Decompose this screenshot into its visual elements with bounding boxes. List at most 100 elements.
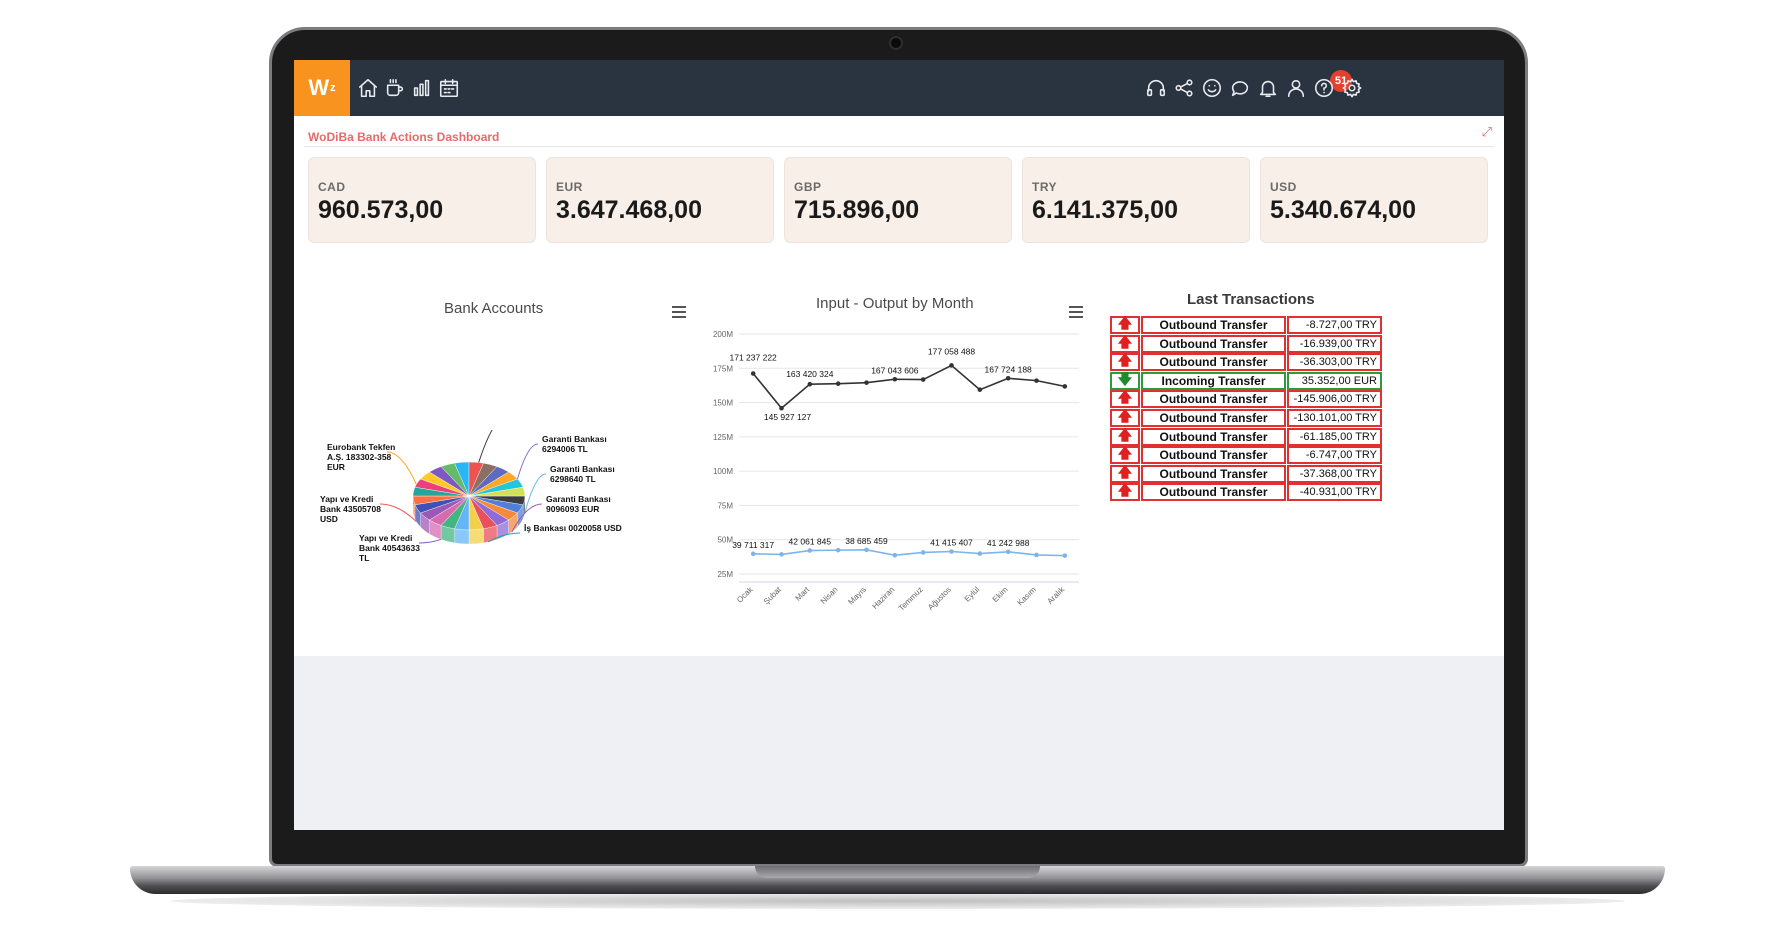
x-tick-label: Şubat <box>762 585 784 607</box>
pie-label: İş Bankası 0020058 USD <box>524 523 622 533</box>
transaction-type: Incoming Transfer <box>1141 371 1286 390</box>
pie-connector <box>478 430 493 463</box>
settings-icon[interactable] <box>1340 76 1364 100</box>
x-tick-label: Mayıs <box>846 585 867 606</box>
y-tick-label: 25M <box>717 570 733 579</box>
arrow-up-icon: 🡅 <box>1110 334 1140 353</box>
transaction-amount: -37.368,00 TRY <box>1287 464 1382 483</box>
x-tick-label: Nisan <box>819 585 840 606</box>
input-point <box>1062 384 1068 389</box>
balance-card-gbp: GBP 715.896,00 <box>784 157 1012 243</box>
transaction-row[interactable]: 🡅 Outbound Transfer -37.368,00 TRY <box>1110 464 1382 483</box>
help-icon[interactable] <box>1312 76 1336 100</box>
bell-icon[interactable] <box>1256 76 1280 100</box>
pie-connector <box>386 451 417 485</box>
transaction-row[interactable]: 🡅 Outbound Transfer -40.931,00 TRY <box>1110 482 1382 502</box>
input-point <box>835 381 841 386</box>
bar-chart-icon[interactable] <box>410 76 434 100</box>
input-data-label: 177 058 488 <box>928 346 976 356</box>
input-data-label: 167 043 606 <box>871 365 919 375</box>
transaction-row[interactable]: 🡅 Outbound Transfer -130.101,00 TRY <box>1110 408 1382 427</box>
output-point <box>892 552 898 558</box>
transaction-amount: -36.303,00 TRY <box>1287 353 1382 372</box>
arrow-up-icon: 🡅 <box>1110 482 1140 502</box>
notification-badge[interactable]: 51 <box>1330 70 1352 92</box>
balance-value: 715.896,00 <box>794 196 920 224</box>
output-point <box>807 548 813 553</box>
input-data-label: 145 927 127 <box>764 412 812 422</box>
pie-connector <box>524 473 547 514</box>
transaction-type: Outbound Transfer <box>1141 316 1286 334</box>
transaction-row[interactable]: 🡅 Outbound Transfer -145.906,00 TRY <box>1110 389 1382 409</box>
transaction-type: Outbound Transfer <box>1141 464 1286 483</box>
x-tick-label: Eylül <box>963 585 982 604</box>
calendar-icon[interactable] <box>437 76 461 100</box>
transaction-row[interactable]: 🡅 Outbound Transfer -16.939,00 TRY <box>1110 334 1382 353</box>
pie-connector <box>517 443 539 480</box>
output-data-label: 39 711 317 <box>732 540 774 550</box>
output-point <box>920 550 926 555</box>
pie-connector <box>379 503 417 522</box>
x-tick-label: Haziran <box>870 585 896 611</box>
pie-label: Garanti Bankası 9096093 EUR <box>546 494 611 514</box>
output-data-label: 41 242 988 <box>987 538 1030 548</box>
expand-icon[interactable]: ⤢ <box>1481 124 1492 139</box>
line-chart-title: Input - Output by Month <box>816 295 974 312</box>
transaction-type: Outbound Transfer <box>1141 409 1286 427</box>
y-tick-label: 150M <box>713 399 733 408</box>
arrow-down-icon: 🡇 <box>1110 371 1140 390</box>
transaction-type: Outbound Transfer <box>1141 427 1286 446</box>
output-point <box>835 547 841 553</box>
pie-label: Garanti Bankası 6294006 TL <box>542 434 607 454</box>
input-point <box>864 380 869 385</box>
arrow-up-icon: 🡅 <box>1110 352 1140 372</box>
y-tick-label: 175M <box>713 364 733 373</box>
line-menu-icon[interactable] <box>1069 306 1083 321</box>
share-icon[interactable] <box>1172 76 1196 100</box>
transaction-type: Outbound Transfer <box>1141 334 1286 353</box>
x-tick-label: Kasım <box>1016 585 1039 608</box>
home-icon[interactable] <box>356 76 380 100</box>
y-tick-label: 50M <box>717 536 733 545</box>
y-tick-label: 125M <box>713 433 733 442</box>
transaction-row[interactable]: 🡅 Outbound Transfer -6.747,00 TRY <box>1110 445 1382 465</box>
balance-card-cad: CAD 960.573,00 <box>308 157 536 243</box>
transaction-row[interactable]: 🡅 Outbound Transfer -61.185,00 TRY <box>1110 427 1382 446</box>
input-point <box>1034 378 1039 383</box>
output-point <box>977 551 983 556</box>
output-data-label: 42 061 845 <box>789 537 832 547</box>
headset-icon[interactable] <box>1144 76 1168 100</box>
input-point <box>920 377 926 382</box>
transaction-row[interactable]: 🡅 Outbound Transfer -8.727,00 TRY <box>1110 315 1382 334</box>
transaction-amount: -16.939,00 TRY <box>1287 334 1382 353</box>
coffee-icon[interactable] <box>383 76 407 100</box>
output-point <box>1034 552 1039 558</box>
output-point <box>1005 549 1011 555</box>
input-point <box>949 363 954 368</box>
output-point <box>949 549 954 554</box>
arrow-up-icon: 🡅 <box>1110 389 1140 409</box>
pie-connector <box>418 538 442 544</box>
transaction-amount: -130.101,00 TRY <box>1287 409 1382 427</box>
balance-card-usd: USD 5.340.674,00 <box>1260 157 1488 243</box>
input-point <box>1005 375 1011 381</box>
balance-card-eur: EUR 3.647.468,00 <box>546 157 774 243</box>
pie-menu-icon[interactable] <box>672 306 686 321</box>
smiley-icon[interactable] <box>1200 76 1224 100</box>
output-point <box>864 547 869 553</box>
arrow-up-icon: 🡅 <box>1110 464 1140 483</box>
transaction-row[interactable]: 🡇 Incoming Transfer 35.352,00 EUR <box>1110 371 1382 390</box>
chat-icon[interactable] <box>1228 76 1252 100</box>
pie-slice-side <box>468 528 484 545</box>
transaction-row[interactable]: 🡅 Outbound Transfer -36.303,00 TRY <box>1110 352 1382 372</box>
user-icon[interactable] <box>1284 76 1308 100</box>
pie-label: Garanti Bankası 6298640 TL <box>550 464 615 484</box>
pie-connector <box>511 503 543 533</box>
input-line <box>752 364 1065 410</box>
currency-code: TRY <box>1032 180 1058 194</box>
y-tick-label: 200M <box>713 330 733 339</box>
arrow-up-icon: 🡅 <box>1110 408 1140 427</box>
input-point <box>977 387 983 392</box>
